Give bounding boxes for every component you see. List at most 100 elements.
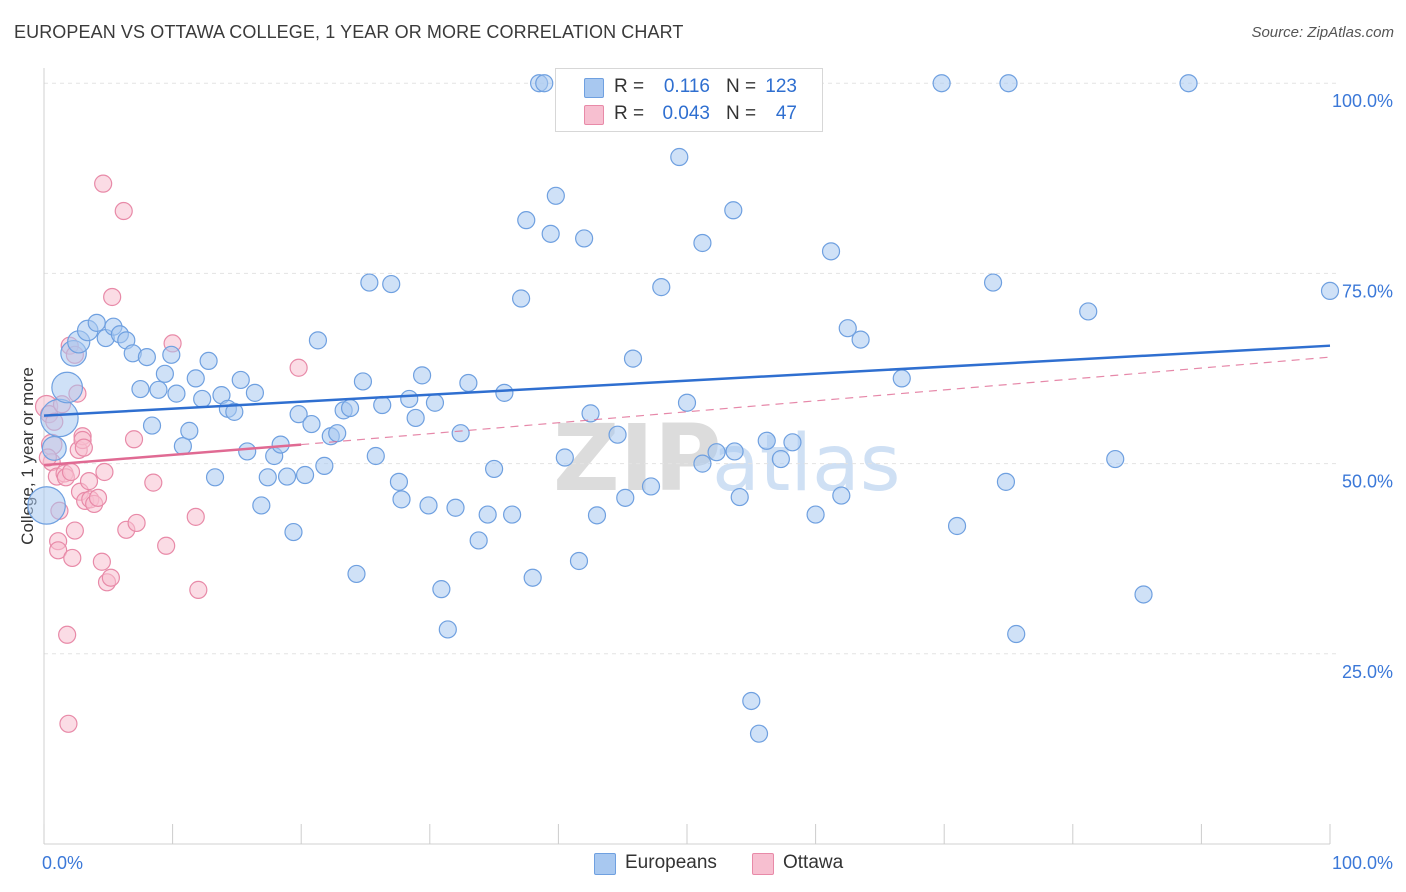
europeans-point — [252, 496, 271, 515]
europeans-point — [806, 505, 825, 524]
ottawa-point — [186, 507, 205, 526]
europeans-point — [641, 477, 661, 496]
europeans-point — [419, 496, 438, 515]
europeans-point — [295, 465, 315, 485]
legend-r-value: 0.043 — [662, 103, 710, 124]
europeans-point — [616, 488, 635, 507]
legend-n-value: 47 — [775, 103, 797, 124]
europeans-point — [608, 425, 627, 444]
europeans-point — [1179, 74, 1198, 93]
europeans-point — [652, 278, 671, 297]
ottawa-point — [101, 568, 120, 587]
europeans-point — [469, 531, 488, 550]
grid-lines — [44, 82, 1338, 655]
europeans-point — [245, 383, 265, 402]
europeans-point — [693, 454, 712, 473]
europeans-point — [193, 389, 212, 409]
ottawa-point — [114, 201, 133, 221]
europeans-point — [555, 448, 574, 467]
europeans-point — [999, 74, 1018, 93]
ottawa-trend-line-extended — [301, 356, 1331, 446]
watermark-zip: ZIP — [553, 405, 721, 512]
europeans-point — [27, 486, 66, 525]
europeans-point — [1079, 302, 1098, 321]
europeans-point — [446, 498, 465, 517]
europeans-point — [693, 233, 712, 253]
legend-label-ottawa: Ottawa — [783, 852, 844, 873]
europeans-point — [173, 437, 192, 456]
europeans-point — [707, 443, 726, 462]
legend-row-ottawa: R = 0.043 N = 47 — [556, 101, 822, 127]
legend-swatch-ottawa — [752, 853, 774, 875]
europeans-point — [389, 472, 409, 491]
europeans-point — [541, 224, 560, 243]
europeans-point — [51, 371, 84, 404]
europeans-point — [724, 201, 743, 220]
tick-labels: 25.0% 50.0% 75.0% 100.0% 0.0% 100.0% — [42, 91, 1393, 873]
europeans-point — [730, 487, 749, 507]
europeans-point — [149, 380, 168, 399]
europeans-point — [328, 424, 347, 443]
legend-n-label: N = — [726, 76, 757, 97]
europeans-point — [155, 364, 174, 383]
ottawa-point — [63, 548, 82, 568]
europeans-point — [137, 347, 156, 367]
europeans-point — [340, 398, 360, 418]
europeans-point — [459, 373, 478, 393]
europeans-points — [27, 74, 1340, 743]
y-tick-label: 25.0% — [1342, 662, 1393, 682]
europeans-point — [575, 229, 594, 248]
ottawa-point — [124, 430, 144, 449]
ottawa-point — [79, 472, 99, 491]
ottawa-point — [74, 438, 93, 457]
europeans-point — [546, 186, 565, 205]
europeans-trend-line — [43, 344, 1331, 417]
europeans-point — [277, 467, 297, 486]
europeans-point — [231, 370, 250, 390]
europeans-point — [412, 366, 432, 385]
europeans-point — [162, 345, 181, 364]
europeans-point — [677, 393, 697, 412]
europeans-point — [1320, 281, 1340, 301]
legend-r-label: R = — [614, 76, 645, 97]
ottawa-point — [59, 714, 78, 733]
x-tick-label: 0.0% — [42, 853, 83, 873]
europeans-point — [725, 442, 744, 461]
europeans-point — [373, 395, 392, 415]
europeans-point — [832, 486, 851, 505]
europeans-point — [186, 369, 205, 388]
europeans-point — [947, 516, 967, 536]
europeans-point — [199, 351, 218, 371]
europeans-point — [40, 398, 79, 438]
ottawa-point — [103, 287, 122, 307]
europeans-point — [623, 349, 643, 368]
europeans-point — [289, 405, 308, 424]
europeans-point — [742, 691, 761, 711]
europeans-point — [838, 319, 857, 338]
europeans-point — [783, 433, 802, 452]
europeans-point — [308, 331, 328, 350]
legend-swatch-europeans — [594, 853, 616, 875]
chart-title: EUROPEAN VS OTTAWA COLLEGE, 1 YEAR OR MO… — [14, 22, 684, 42]
europeans-point — [438, 620, 457, 639]
ottawa-point — [289, 358, 308, 377]
europeans-point — [503, 505, 522, 524]
europeans-point — [749, 724, 769, 743]
europeans-point — [771, 449, 790, 469]
europeans-point — [406, 408, 425, 428]
europeans-point — [495, 383, 514, 402]
x-tick-label: 100.0% — [1332, 853, 1393, 873]
europeans-point — [983, 273, 1003, 292]
europeans-point — [425, 393, 445, 412]
europeans-point — [180, 421, 199, 440]
europeans-point — [512, 289, 531, 308]
europeans-point — [569, 551, 589, 571]
europeans-point — [535, 74, 554, 93]
ottawa-point — [58, 625, 77, 644]
legend-label-europeans: Europeans — [625, 852, 717, 873]
europeans-point — [1106, 449, 1125, 469]
europeans-point — [347, 564, 366, 584]
europeans-point — [392, 490, 411, 509]
europeans-point — [1007, 624, 1026, 644]
legend-r-value: 0.116 — [663, 76, 710, 97]
